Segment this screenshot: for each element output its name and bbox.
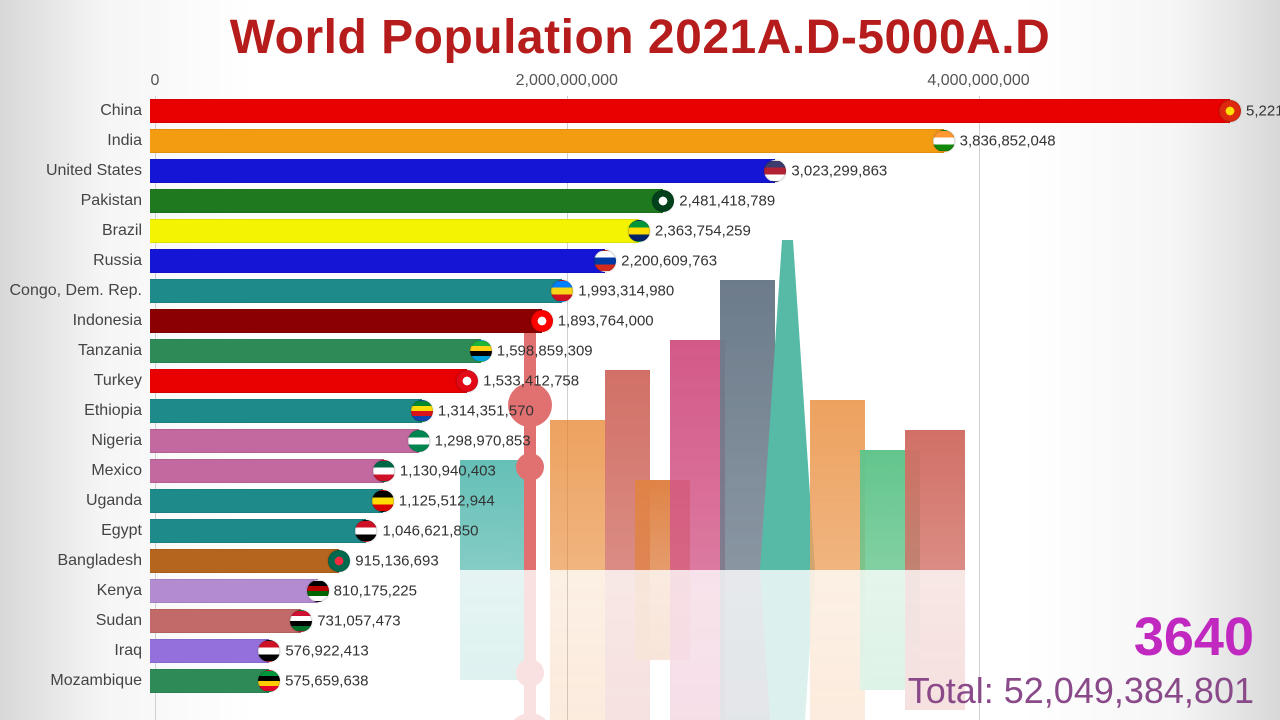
bar-label: Tanzania — [0, 342, 150, 360]
bar — [150, 669, 269, 693]
bar-row: Ethiopia 1,314,351,570 — [0, 396, 1280, 426]
bar-label: Indonesia — [0, 312, 150, 330]
total-counter: Total: 52,049,384,801 — [908, 670, 1254, 712]
bar-row: Sudan 731,057,473 — [0, 606, 1280, 636]
bar — [150, 609, 301, 633]
bar-row: Brazil 2,363,754,259 — [0, 216, 1280, 246]
bar-label: Iraq — [0, 642, 150, 660]
bar — [150, 339, 481, 363]
bar-row: Tanzania 1,598,859,309 — [0, 336, 1280, 366]
total-label: Total: — [908, 670, 1004, 711]
bar-rows: China 5,221,372,060 India 3,836,852,048 Unit… — [0, 96, 1280, 720]
total-value: 52,049,384,801 — [1004, 670, 1254, 711]
bar-value: 2,200,609,763 — [605, 253, 717, 270]
bar-row: Mexico 1,130,940,403 — [0, 456, 1280, 486]
bar — [150, 399, 422, 423]
bar — [150, 309, 542, 333]
x-axis: 02,000,000,0004,000,000,000 — [155, 72, 1230, 96]
bar-row: China 5,221,372,060 — [0, 96, 1280, 126]
page-title: World Population 2021A.D-5000A.D — [0, 0, 1280, 65]
bar-row: Iraq 576,922,413 — [0, 636, 1280, 666]
bar-value: 1,046,621,850 — [366, 523, 478, 540]
bar-row: Congo, Dem. Rep. 1,993,314,980 — [0, 276, 1280, 306]
bar — [150, 159, 775, 183]
bar-value: 1,598,859,309 — [481, 343, 593, 360]
bar-label: Ethiopia — [0, 402, 150, 420]
bar — [150, 369, 467, 393]
bar-value: 3,836,852,048 — [944, 133, 1056, 150]
bar-value: 576,922,413 — [269, 643, 368, 660]
bar-value: 1,314,351,570 — [422, 403, 534, 420]
bar-label: Sudan — [0, 612, 150, 630]
bar — [150, 189, 663, 213]
bar-label: Brazil — [0, 222, 150, 240]
bar-row: Uganda 1,125,512,944 — [0, 486, 1280, 516]
bar-row: Indonesia 1,893,764,000 — [0, 306, 1280, 336]
bar-value: 1,533,412,758 — [467, 373, 579, 390]
bar-row: Bangladesh 915,136,693 — [0, 546, 1280, 576]
bar — [150, 579, 318, 603]
bar-label: Uganda — [0, 492, 150, 510]
bar-label: Turkey — [0, 372, 150, 390]
axis-tick: 0 — [151, 72, 160, 90]
bar-value: 1,125,512,944 — [383, 493, 495, 510]
bar-row: Kenya 810,175,225 — [0, 576, 1280, 606]
bar-row: Turkey 1,533,412,758 — [0, 366, 1280, 396]
bar-row: Egypt 1,046,621,850 — [0, 516, 1280, 546]
bar-value: 3,023,299,863 — [775, 163, 887, 180]
bar — [150, 549, 339, 573]
bar — [150, 99, 1230, 123]
bar-row: United States 3,023,299,863 — [0, 156, 1280, 186]
bar-chart: 0 2,000,000,000 4,000,000,000 China 5,221,3… — [0, 72, 1280, 720]
bar-value: 1,130,940,403 — [384, 463, 496, 480]
bar — [150, 429, 419, 453]
bar-row: Russia 2,200,609,763 — [0, 246, 1280, 276]
bar-value: 2,481,418,789 — [663, 193, 775, 210]
bar — [150, 129, 944, 153]
bar-label: Congo, Dem. Rep. — [0, 282, 150, 300]
bar-value: 1,993,314,980 — [562, 283, 674, 300]
bar-label: China — [0, 102, 150, 120]
bar-row: Pakistan 2,481,418,789 — [0, 186, 1280, 216]
bar-value: 1,298,970,853 — [419, 433, 531, 450]
bar-label: Mozambique — [0, 672, 150, 690]
bar — [150, 249, 605, 273]
bar — [150, 639, 269, 663]
bar-value: 1,893,764,000 — [542, 313, 654, 330]
bar-label: India — [0, 132, 150, 150]
bar-value: 2,363,754,259 — [639, 223, 751, 240]
bar-label: Egypt — [0, 522, 150, 540]
bar-label: Bangladesh — [0, 552, 150, 570]
bar-value: 5,221,372,060 — [1230, 103, 1280, 120]
bar-label: Nigeria — [0, 432, 150, 450]
bar-value: 810,175,225 — [318, 583, 417, 600]
bar-label: Russia — [0, 252, 150, 270]
bar-value: 575,659,638 — [269, 673, 368, 690]
bar — [150, 219, 639, 243]
axis-tick: 4,000,000,000 — [927, 72, 1029, 90]
bar-row: Nigeria 1,298,970,853 — [0, 426, 1280, 456]
bar — [150, 459, 384, 483]
year-counter: 3640 — [1134, 606, 1254, 668]
bar-value: 731,057,473 — [301, 613, 400, 630]
bar-label: United States — [0, 162, 150, 180]
bar-row: India 3,836,852,048 — [0, 126, 1280, 156]
bar-label: Pakistan — [0, 192, 150, 210]
bar — [150, 519, 366, 543]
bar — [150, 279, 562, 303]
axis-tick: 2,000,000,000 — [516, 72, 618, 90]
bar-label: Mexico — [0, 462, 150, 480]
bar — [150, 489, 383, 513]
bar-label: Kenya — [0, 582, 150, 600]
bar-value: 915,136,693 — [339, 553, 438, 570]
